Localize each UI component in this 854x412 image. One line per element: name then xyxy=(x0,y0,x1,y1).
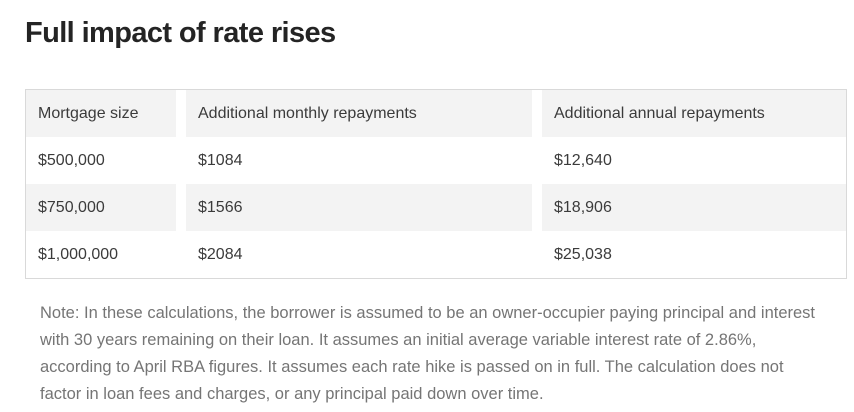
rate-rises-table: Mortgage size Additional monthly repayme… xyxy=(25,89,847,279)
cell-mortgage-size: $1,000,000 xyxy=(26,231,176,278)
cell-monthly-repayment: $2084 xyxy=(176,231,532,278)
table-row: $750,000 $1566 $18,906 xyxy=(26,184,846,231)
column-header-mortgage-size: Mortgage size xyxy=(26,90,176,137)
table-row: $1,000,000 $2084 $25,038 xyxy=(26,231,846,278)
table-header: Mortgage size Additional monthly repayme… xyxy=(26,90,846,137)
cell-annual-repayment: $25,038 xyxy=(532,231,846,278)
cell-mortgage-size: $500,000 xyxy=(26,137,176,184)
page-title: Full impact of rate rises xyxy=(25,17,336,49)
column-header-monthly-repayments: Additional monthly repayments xyxy=(176,90,532,137)
cell-mortgage-size: $750,000 xyxy=(26,184,176,231)
header-row: Mortgage size Additional monthly repayme… xyxy=(26,90,846,137)
cell-annual-repayment: $12,640 xyxy=(532,137,846,184)
column-header-annual-repayments: Additional annual repayments xyxy=(532,90,846,137)
table-row: $500,000 $1084 $12,640 xyxy=(26,137,846,184)
methodology-note: Note: In these calculations, the borrowe… xyxy=(40,304,816,403)
cell-monthly-repayment: $1084 xyxy=(176,137,532,184)
cell-annual-repayment: $18,906 xyxy=(532,184,846,231)
table-body: $500,000 $1084 $12,640 $750,000 $1566 $1… xyxy=(26,137,846,278)
cell-monthly-repayment: $1566 xyxy=(176,184,532,231)
